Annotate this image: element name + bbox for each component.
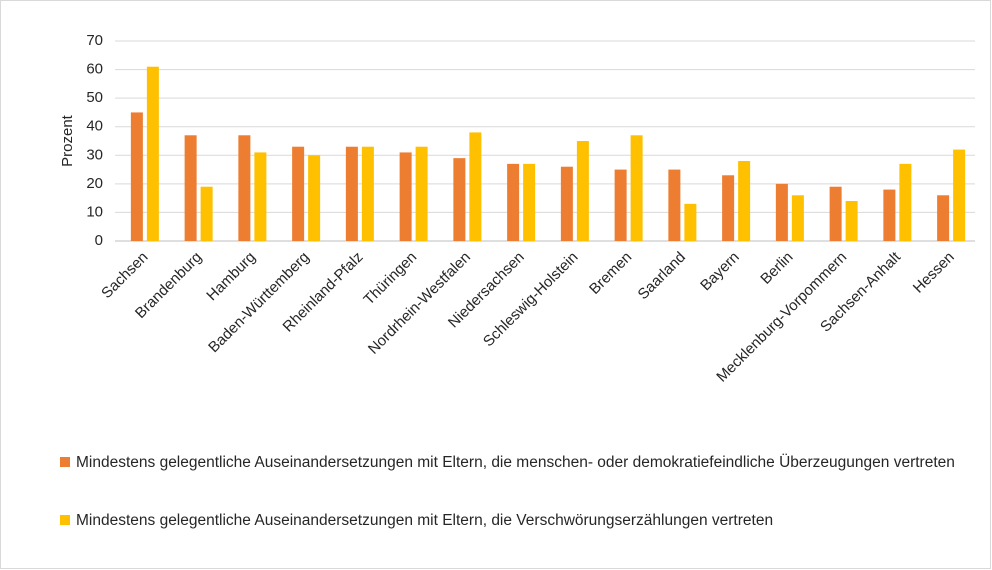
y-tick-label: 60	[86, 61, 103, 78]
y-axis-label: Prozent	[59, 114, 76, 167]
bar	[453, 158, 466, 241]
bar	[668, 169, 681, 241]
bar	[469, 132, 482, 241]
y-tick-label: 30	[86, 146, 103, 163]
legend-label: Mindestens gelegentliche Auseinandersetz…	[76, 454, 955, 471]
legend-swatch	[60, 457, 70, 467]
bar	[953, 149, 966, 241]
y-tick-label: 10	[86, 203, 103, 220]
y-tick-label: 40	[86, 118, 103, 135]
bar	[883, 189, 896, 241]
bar	[130, 112, 143, 241]
y-tick-label: 20	[86, 175, 103, 192]
bar	[899, 163, 912, 241]
legend-label: Mindestens gelegentliche Auseinandersetz…	[76, 512, 774, 529]
bar	[308, 155, 321, 241]
bar	[614, 169, 627, 241]
bar	[399, 152, 412, 241]
bar	[775, 183, 788, 241]
bar	[415, 146, 428, 241]
y-tick-label: 70	[86, 32, 103, 49]
bar	[361, 146, 374, 241]
bar	[184, 135, 197, 241]
legend-item: Mindestens gelegentliche Auseinandersetz…	[60, 510, 980, 532]
bar	[845, 201, 858, 241]
bar	[937, 195, 950, 241]
bar	[829, 186, 842, 241]
bar	[523, 163, 536, 241]
bar	[684, 203, 697, 241]
bar	[292, 146, 305, 241]
bar	[630, 135, 643, 241]
bar	[560, 166, 573, 241]
legend-swatch	[60, 515, 70, 525]
bar	[146, 66, 159, 241]
y-tick-label: 0	[95, 232, 103, 249]
bar	[238, 135, 251, 241]
bar	[791, 195, 804, 241]
bar	[507, 163, 520, 241]
bar	[345, 146, 358, 241]
bar	[576, 141, 589, 241]
bar	[722, 175, 735, 241]
bar	[200, 186, 213, 241]
bar	[738, 161, 751, 241]
bar	[254, 152, 267, 241]
y-tick-label: 50	[86, 89, 103, 106]
legend-item: Mindestens gelegentliche Auseinandersetz…	[60, 452, 980, 474]
